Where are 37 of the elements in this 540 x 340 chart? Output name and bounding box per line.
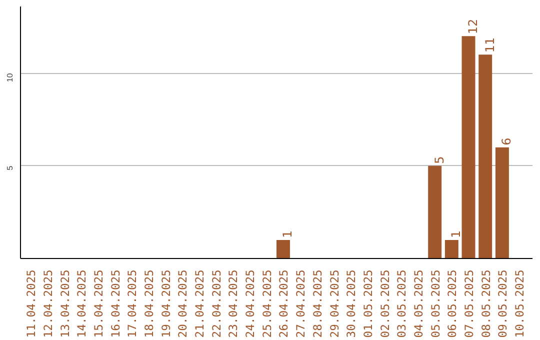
data-label: 5 [432, 156, 446, 164]
x-tick-label: 25.04.2025 [260, 270, 274, 338]
x-tick-label: 28.04.2025 [310, 270, 324, 338]
x-tick-label: 18.04.2025 [142, 270, 156, 338]
data-label: 6 [500, 138, 514, 146]
data-label: 1 [449, 230, 464, 238]
x-tick-label: 08.05.2025 [478, 270, 493, 338]
x-tick-label: 07.05.2025 [462, 270, 476, 338]
x-tick-label: 21.04.2025 [192, 270, 207, 338]
data-label: 11 [482, 37, 497, 53]
x-tick-label: 15.04.2025 [91, 270, 106, 338]
y-tick-label: 10 [6, 72, 14, 82]
x-tick-label: 30.04.2025 [344, 270, 358, 338]
x-tick-label: 11.04.2025 [24, 270, 38, 338]
x-tick-label: 12.04.2025 [40, 270, 55, 338]
x-tick-label: 17.04.2025 [125, 270, 140, 338]
x-tick-label: 09.05.2025 [496, 270, 510, 338]
x-tick-label: 26.04.2025 [276, 270, 291, 338]
x-tick-label: 20.04.2025 [176, 270, 190, 338]
data-label: 12 [466, 18, 480, 34]
x-tick-label: 10.05.2025 [512, 270, 527, 338]
x-tick-label: 27.04.2025 [294, 270, 308, 338]
x-tick-label: 05.05.2025 [428, 270, 442, 338]
x-tick-label: 06.05.2025 [445, 270, 460, 338]
x-tick-label: 23.04.2025 [226, 270, 240, 338]
x-tick-label: 04.05.2025 [411, 270, 426, 338]
x-tick-label: 14.04.2025 [74, 270, 89, 338]
x-tick-label: 29.04.2025 [327, 270, 342, 338]
x-tick-label: 13.04.2025 [58, 270, 72, 338]
x-tick-label: 01.05.2025 [360, 270, 375, 338]
x-tick-label: 16.04.2025 [108, 270, 122, 338]
x-tick-label: 02.05.2025 [378, 270, 392, 338]
x-tick-label: 22.04.2025 [209, 270, 224, 338]
x-tick-label: 03.05.2025 [394, 270, 409, 338]
x-tick-label: 19.04.2025 [158, 270, 173, 338]
data-label: 1 [280, 230, 295, 238]
x-tick-label: 24.04.2025 [243, 270, 258, 338]
